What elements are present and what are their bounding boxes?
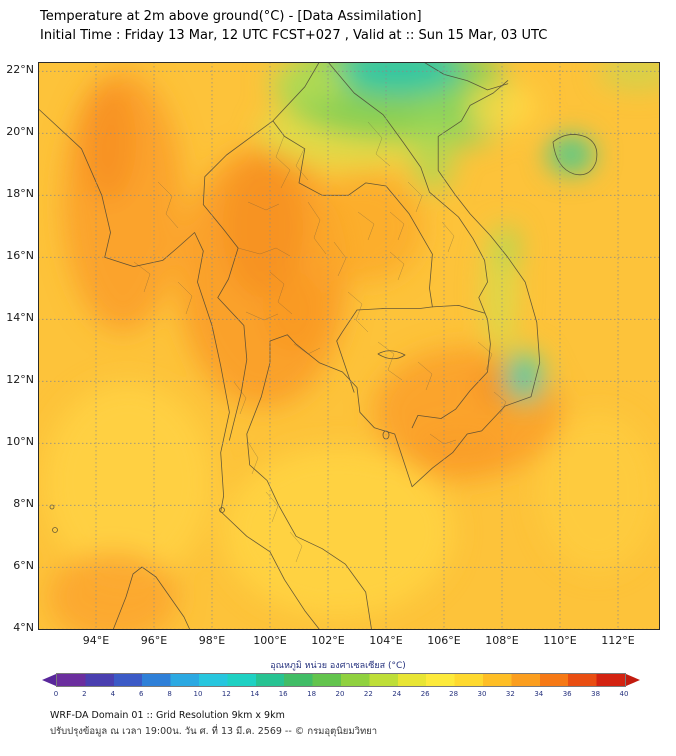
lat-axis-label: 16°N bbox=[6, 249, 34, 262]
colorbar-tick: 6 bbox=[138, 690, 144, 698]
page-title: Temperature at 2m above ground(°C) - [Da… bbox=[40, 9, 422, 24]
lon-axis-label: 96°E bbox=[140, 634, 168, 647]
colorbar-tick: 20 bbox=[335, 690, 345, 698]
lon-axis-label: 106°E bbox=[427, 634, 461, 647]
lon-axis-label: 104°E bbox=[369, 634, 403, 647]
lat-axis-label: 22°N bbox=[6, 63, 34, 76]
lon-axis-label: 102°E bbox=[311, 634, 345, 647]
colorbar-tick: 4 bbox=[110, 690, 116, 698]
colorbar-left-arrow-icon bbox=[42, 674, 56, 686]
lon-axis-label: 100°E bbox=[253, 634, 287, 647]
lon-axis-label: 112°E bbox=[601, 634, 635, 647]
lon-axis-label: 108°E bbox=[485, 634, 519, 647]
colorbar-tick: 8 bbox=[167, 690, 172, 698]
lat-axis-label: 20°N bbox=[6, 125, 34, 138]
temperature-map bbox=[37, 35, 676, 642]
colorbar-tick: 14 bbox=[250, 690, 260, 698]
colorbar-tick: 10 bbox=[193, 690, 203, 698]
lat-axis-label: 6°N bbox=[13, 559, 34, 572]
colorbar-tick: 16 bbox=[278, 690, 288, 698]
header: Temperature at 2m above ground(°C) - [Da… bbox=[40, 7, 547, 45]
lon-axis-label: 94°E bbox=[82, 634, 110, 647]
lon-axis-label: 110°E bbox=[543, 634, 577, 647]
lat-axis-label: 10°N bbox=[6, 435, 34, 448]
map-heat-layer bbox=[43, 35, 676, 642]
lon-axis-label: 98°E bbox=[198, 634, 226, 647]
map-frame bbox=[38, 62, 660, 630]
colorbar-tick: 2 bbox=[82, 690, 87, 698]
colorbar-title: อุณหภูมิ หน่วย องศาเซลเซียส (°C) bbox=[270, 661, 406, 671]
footer-update-info: ปรับปรุงข้อมูล ณ เวลา 19:00น. วัน ศ. ที่… bbox=[50, 726, 378, 737]
colorbar-tick: 24 bbox=[392, 690, 402, 698]
colorbar-gradient bbox=[56, 673, 626, 687]
colorbar-tick: 40 bbox=[619, 690, 629, 698]
colorbar-tick: 0 bbox=[53, 690, 59, 698]
map-grid bbox=[38, 62, 660, 630]
colorbar-tick: 36 bbox=[562, 690, 572, 698]
lat-axis-label: 4°N bbox=[13, 621, 34, 634]
footer-domain-info: WRF-DA Domain 01 :: Grid Resolution 9km … bbox=[50, 710, 285, 721]
lat-axis-label: 8°N bbox=[13, 497, 34, 510]
colorbar-right-arrow-icon bbox=[626, 674, 640, 686]
colorbar-tick: 12 bbox=[221, 690, 231, 698]
colorbar-tick: 38 bbox=[591, 690, 601, 698]
colorbar-tick: 28 bbox=[449, 690, 459, 698]
lat-axis-label: 12°N bbox=[6, 373, 34, 386]
map-country-borders bbox=[37, 61, 598, 631]
colorbar bbox=[42, 673, 640, 687]
colorbar-tick: 32 bbox=[505, 690, 515, 698]
colorbar-tick: 26 bbox=[420, 690, 430, 698]
colorbar-tick: 22 bbox=[363, 690, 373, 698]
lat-axis-label: 14°N bbox=[6, 311, 34, 324]
temperature-map-canvas bbox=[37, 35, 676, 642]
page-subtitle: Initial Time : Friday 13 Mar, 12 UTC FCS… bbox=[40, 28, 548, 43]
colorbar-tick: 18 bbox=[307, 690, 317, 698]
colorbar-tick: 34 bbox=[534, 690, 544, 698]
lat-axis-label: 18°N bbox=[6, 187, 34, 200]
colorbar-tick: 30 bbox=[477, 690, 487, 698]
